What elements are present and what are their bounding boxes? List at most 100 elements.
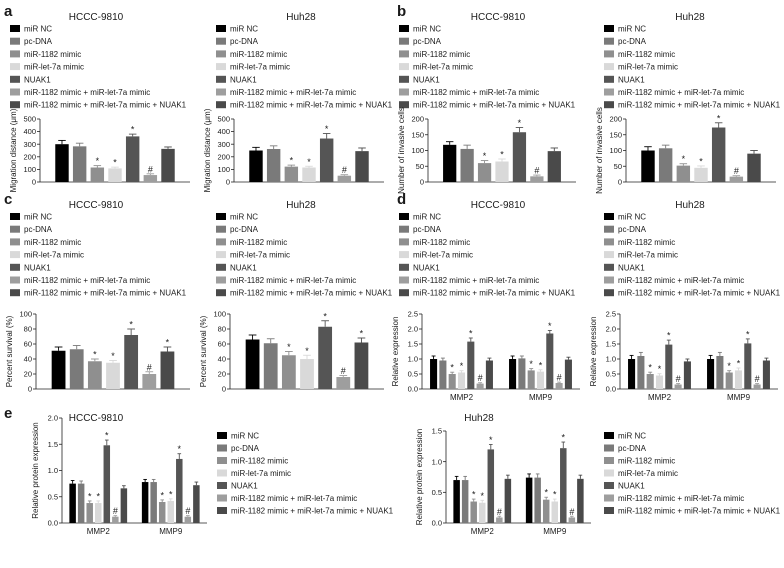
bar	[142, 374, 157, 389]
x-group-label: MMP2	[471, 527, 495, 536]
bar	[284, 166, 299, 182]
significance-mark: #	[113, 506, 118, 516]
bar	[762, 360, 770, 389]
legend-label: miR-1182 mimic + miR-let-7a mimic	[618, 276, 744, 285]
x-group-label: MMP9	[159, 527, 183, 536]
legend-swatch	[399, 213, 409, 220]
y-tick-label: 0	[222, 385, 226, 394]
bar	[628, 359, 636, 389]
y-axis-title: Percent survival (%)	[5, 315, 14, 387]
legend-label: miR-1182 mimic	[618, 457, 675, 466]
legend-swatch	[399, 251, 409, 259]
chart-title: HCCC-9810	[471, 12, 526, 23]
y-tick-label: 400	[23, 127, 36, 136]
legend-swatch	[399, 289, 409, 297]
bar	[143, 175, 158, 182]
legend-swatch	[217, 507, 227, 514]
bar	[485, 360, 493, 389]
significance-mark: #	[341, 366, 346, 376]
legend-swatch	[399, 263, 409, 271]
bar	[555, 383, 563, 389]
y-tick-label: 100	[213, 310, 226, 319]
legend-swatch	[10, 251, 20, 259]
significance-mark: #	[534, 166, 539, 176]
y-tick-label: 0.0	[48, 519, 58, 528]
legend-swatch	[604, 238, 614, 246]
y-tick-label: 50	[416, 162, 424, 171]
bar	[504, 478, 512, 523]
legend-swatch	[10, 263, 20, 271]
legend-swatch	[216, 263, 226, 271]
y-tick-label: 1.0	[408, 355, 418, 364]
y-tick-label: 300	[23, 140, 36, 149]
legend-swatch	[216, 50, 226, 58]
bar	[77, 483, 85, 523]
significance-mark: *	[500, 150, 504, 160]
y-axis-title: Relative expression	[391, 317, 400, 387]
legend-b-huh: miR NC pc-DNA miR-1182 mimic miR-let-7a mim…	[604, 25, 781, 110]
legend-label: miR-1182 mimic + miR-let-7a mimic	[24, 88, 150, 97]
significance-mark: *	[727, 361, 731, 371]
significance-mark: *	[737, 359, 741, 369]
legend-swatch	[604, 289, 614, 297]
bar	[263, 343, 278, 389]
legend-swatch	[399, 50, 409, 58]
bar	[161, 148, 175, 182]
bar	[495, 161, 509, 182]
significance-mark: *	[518, 118, 522, 128]
legend-e-hccc: miR NC pc-DNA miR-1182 mimic miR-let-7a mim…	[217, 432, 394, 516]
legend-swatch	[216, 251, 226, 259]
legend-swatch	[217, 457, 227, 464]
y-axis-title: Number of invasive cells	[397, 107, 406, 194]
legend-swatch	[604, 25, 614, 32]
bar	[448, 374, 456, 389]
bar	[577, 478, 584, 523]
legend-label: miR-1182 mimic + miR-let-7a mimic	[230, 276, 356, 285]
significance-mark: *	[717, 113, 721, 123]
significance-mark: *	[469, 329, 473, 339]
significance-mark: *	[178, 444, 182, 454]
bar	[753, 384, 761, 389]
legend-c-hccc: miR NC pc-DNA miR-1182 mimic miR-let-7a mim…	[10, 213, 187, 298]
legend-label: miR NC	[230, 25, 258, 34]
significance-mark: *	[682, 154, 686, 164]
y-tick-label: 400	[217, 127, 230, 136]
legend-swatch	[216, 225, 226, 233]
legend-label: miR-1182 mimic + miR-let-7a mimic + NUAK…	[231, 507, 394, 516]
y-tick-label: 40	[218, 355, 226, 364]
legend-label: miR-let-7a mimic	[230, 251, 290, 260]
chart-d-huh: Huh28 0.0 0.5 1.0 1.5 2.0 2.5 Relative expressi…	[589, 200, 778, 402]
bar	[354, 342, 369, 389]
legend-swatch	[604, 276, 614, 284]
legend-swatch	[216, 289, 226, 297]
y-tick-label: 1.0	[606, 355, 616, 364]
legend-swatch	[10, 213, 20, 220]
bar	[527, 370, 535, 389]
legend-label: miR-1182 mimic + miR-let-7a mimic + NUAK…	[230, 101, 393, 110]
y-axis-title: Relative expression	[589, 317, 598, 387]
bar	[355, 151, 369, 182]
significance-mark: *	[480, 491, 484, 501]
bar	[536, 371, 545, 389]
bar	[430, 359, 438, 389]
significance-mark: *	[290, 156, 294, 166]
y-tick-label: 0.0	[408, 385, 418, 394]
legend-swatch	[604, 263, 614, 271]
legend-label: miR-let-7a mimic	[618, 251, 678, 260]
y-tick-label: 0.5	[606, 370, 616, 379]
y-tick-label: 200	[609, 115, 622, 124]
legend-swatch	[604, 88, 614, 96]
y-axis-title: Number of invasive cells	[595, 107, 604, 194]
chart-title: HCCC-9810	[69, 12, 124, 23]
y-tick-label: 200	[411, 115, 424, 124]
legend-label: miR NC	[231, 432, 259, 441]
chart-title: Huh28	[286, 12, 316, 23]
legend-label: miR-1182 mimic + miR-let-7a mimic + NUAK…	[413, 289, 576, 298]
bar	[694, 167, 708, 182]
legend-swatch	[217, 494, 227, 502]
legend-c-huh: miR NC pc-DNA miR-1182 mimic miR-let-7a mim…	[216, 213, 393, 298]
legend-swatch	[604, 251, 614, 259]
chart-e-hccc: HCCC-9810 e 0.0 0.5 1.0 1.5 2.0 Relative protei…	[4, 405, 207, 536]
bar	[443, 144, 457, 182]
bar	[51, 350, 66, 389]
